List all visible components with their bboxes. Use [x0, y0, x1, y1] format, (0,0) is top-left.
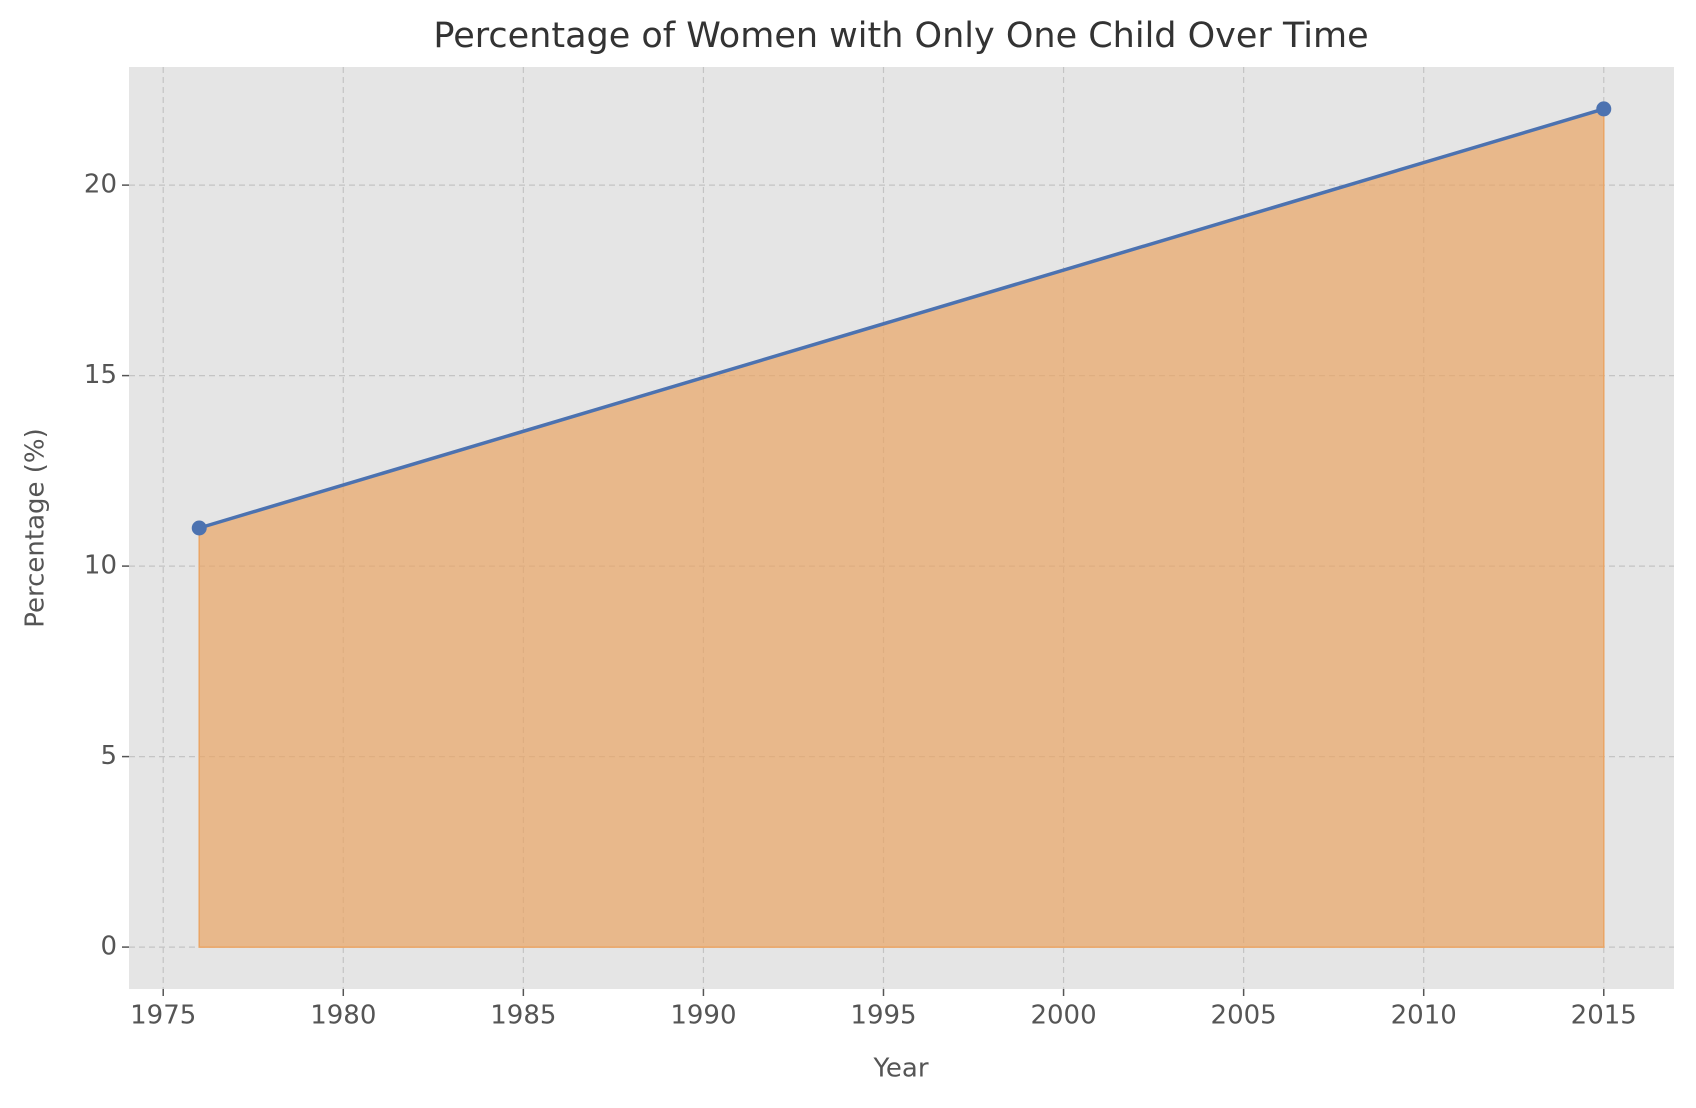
y-axis-label: Percentage (%)	[21, 428, 51, 628]
point	[1596, 101, 1612, 117]
x-tick-label: 1995	[850, 1001, 916, 1031]
y-tick-label: 0	[100, 932, 117, 962]
x-tick-label: 2015	[1571, 1001, 1637, 1031]
x-tick-label: 1985	[490, 1001, 556, 1031]
y-tick-label: 15	[84, 360, 117, 390]
chart-title: Percentage of Women with Only One Child …	[433, 16, 1368, 56]
x-tick-label: 2005	[1211, 1001, 1277, 1031]
y-tick-label: 10	[84, 551, 117, 581]
y-tick-label: 20	[84, 170, 117, 200]
line	[198, 107, 1605, 530]
y-tick-label: 5	[100, 741, 117, 771]
x-tick-label: 2000	[1030, 1001, 1096, 1031]
x-tick-label: 1990	[670, 1001, 736, 1031]
x-axis-label: Year	[872, 1054, 928, 1084]
x-tick-label: 1980	[310, 1001, 376, 1031]
point	[191, 520, 207, 536]
x-tick-label: 2010	[1391, 1001, 1457, 1031]
x-tick-label: 1975	[130, 1001, 196, 1031]
